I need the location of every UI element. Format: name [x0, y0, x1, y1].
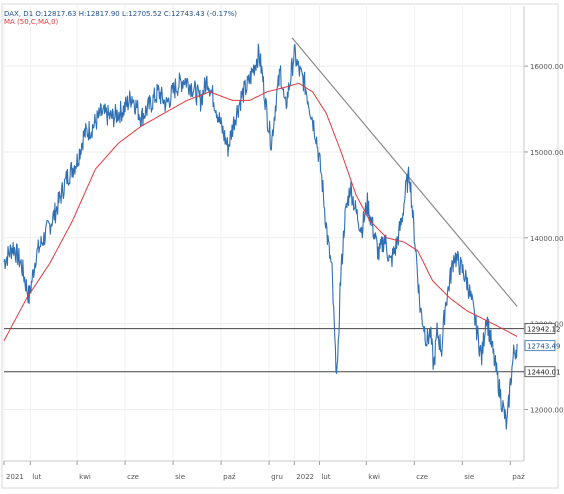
x-tick-label: kwi: [368, 473, 380, 481]
x-tick-label: 2022: [296, 473, 314, 481]
y-tick-label: 15000.00: [530, 149, 563, 157]
price-level-label: 12942.12: [527, 326, 560, 334]
x-tick-label: cze: [127, 473, 139, 481]
downtrend-line: [291, 37, 518, 307]
price-series-line: [3, 43, 518, 430]
y-tick-label: 12000.00: [530, 406, 563, 414]
ohlc-legend-text: DAX, D1 O:12817.63 H:12817.90 L:12705.52…: [4, 10, 237, 18]
ma-legend-text: MA (50,C,MA,0): [4, 18, 59, 26]
x-tick-label: gru: [271, 473, 283, 481]
x-tick-label: lut: [32, 473, 41, 481]
grid-layer: [3, 6, 528, 465]
current-price-tag: [524, 340, 556, 352]
x-tick-label: sie: [464, 473, 474, 481]
x-tick-label: kwi: [79, 473, 91, 481]
x-tick-label: paź: [512, 473, 525, 481]
x-tick-label: paź: [223, 473, 236, 481]
x-tick-label: lut: [321, 473, 330, 481]
series-layer: [3, 43, 518, 430]
current-price-label: 12743.49: [527, 343, 560, 351]
price-level-tag: [524, 323, 556, 335]
x-tick-label: 2021: [6, 473, 24, 481]
price-level-tag: [524, 366, 556, 378]
y-tick-label: 16000.00: [530, 63, 563, 71]
moving-average-line: [3, 82, 518, 342]
price-level-label: 12440.01: [527, 369, 560, 377]
y-tick-label: 14000.00: [530, 235, 563, 243]
chart-legend: DAX, D1 O:12817.63 H:12817.90 L:12705.52…: [4, 10, 237, 26]
x-tick-label: cze: [416, 473, 428, 481]
x-tick-label: sie: [175, 473, 185, 481]
chart-border: [1, 3, 559, 489]
plot-area: [4, 6, 524, 461]
labels-layer: 12000.0013000.0014000.0015000.0016000.00…: [6, 63, 563, 481]
